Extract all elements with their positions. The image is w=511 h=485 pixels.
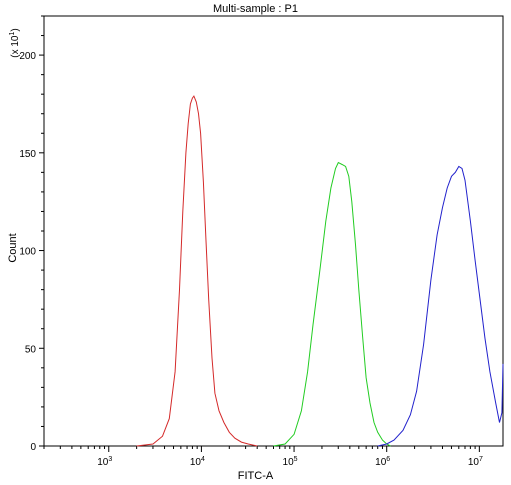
- y-axis-label: Count: [7, 233, 19, 263]
- y-tick-label: 200: [19, 51, 36, 62]
- y-multiplier-exponent: 1: [8, 31, 16, 36]
- y-tick-label: 150: [19, 149, 36, 160]
- x-axis-label: FITC-A: [237, 470, 274, 482]
- x-tick-label: 104: [190, 456, 205, 468]
- y-multiplier-label: (x 101): [9, 28, 21, 57]
- chart-title: Multi-sample : P1: [213, 3, 298, 15]
- series-layer: [136, 95, 504, 447]
- series-line-2: [273, 161, 391, 447]
- y-tick-label: 100: [19, 247, 36, 258]
- y-tick-label: 0: [30, 442, 36, 453]
- y-multiplier-suffix: ): [10, 28, 22, 32]
- series-line-1: [136, 95, 258, 447]
- x-tick-label: 107: [468, 456, 483, 468]
- plot-frame: [43, 15, 504, 447]
- x-tick-label: 105: [283, 456, 298, 468]
- y-tick-label: 50: [25, 344, 37, 355]
- y-axis: 0 50 100 150 200: [19, 15, 44, 453]
- series-line-3: [377, 165, 504, 447]
- x-axis: 103 104 105 106 107: [43, 446, 483, 468]
- x-tick-label: 106: [375, 456, 390, 468]
- y-multiplier-prefix: (x 10: [10, 35, 22, 58]
- x-tick-label: 103: [97, 456, 112, 468]
